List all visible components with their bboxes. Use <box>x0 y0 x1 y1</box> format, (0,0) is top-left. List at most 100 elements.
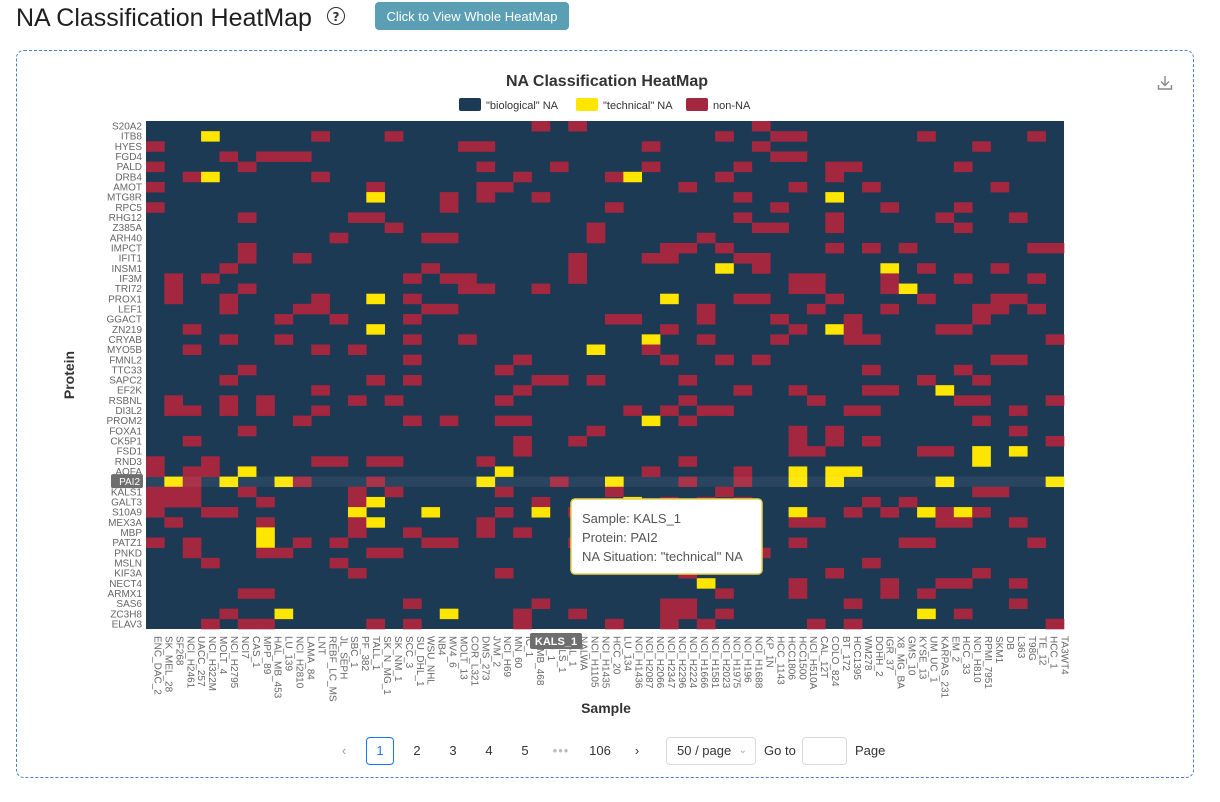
heatmap-cell <box>953 273 973 284</box>
heatmap-cell <box>1008 578 1028 589</box>
heatmap-cell <box>862 435 881 447</box>
heatmap-cell <box>641 253 661 264</box>
heatmap-cell <box>825 466 844 477</box>
heatmap-cell <box>972 141 991 152</box>
heatmap-cell <box>182 547 202 559</box>
heatmap-cell <box>862 364 881 376</box>
x-tick-label: KARPAS_231 <box>938 636 949 699</box>
heatmap-cell <box>935 507 955 518</box>
heatmap-cell <box>660 242 679 254</box>
heatmap-cell <box>898 283 918 295</box>
x-tick-label: NCI_H2795 <box>228 636 239 689</box>
heatmap-cell <box>715 131 734 142</box>
heatmap-cell <box>256 517 275 528</box>
heatmap-cell <box>953 202 973 213</box>
page-size-value: 50 / page <box>677 743 732 758</box>
heatmap-cell <box>733 253 753 264</box>
heatmap-cell <box>237 466 257 477</box>
heatmap-cell <box>733 466 753 477</box>
view-whole-heatmap-button[interactable]: Click to View Whole HeatMap <box>375 2 569 30</box>
heatmap-cell <box>990 263 1010 274</box>
heatmap-cell <box>568 608 587 620</box>
heatmap-cell <box>660 598 679 609</box>
page-3-button[interactable]: 3 <box>449 743 457 758</box>
x-tick-label: WSU_NHL <box>425 636 436 685</box>
pagination-ellipsis[interactable]: ••• <box>552 743 570 758</box>
chevron-left-icon[interactable]: ‹ <box>341 743 347 758</box>
heatmap-cell <box>715 588 734 599</box>
heatmap-cell <box>696 334 716 345</box>
heatmap-cell <box>990 354 1010 366</box>
x-tick-label: NCI_H1581 <box>709 636 720 689</box>
heatmap-cell <box>898 496 918 508</box>
heatmap-cell <box>660 354 679 366</box>
heatmap-cell <box>219 507 239 518</box>
x-tick-label: NCI_H2347 <box>665 636 676 689</box>
question-circle-icon[interactable]: ? <box>327 7 345 25</box>
heatmap-cell <box>935 517 955 528</box>
heatmap-cell <box>513 608 532 620</box>
page-size-select[interactable]: 50 / page ⌄ <box>666 737 756 765</box>
heatmap-cell <box>531 375 551 386</box>
heatmap-cell <box>880 507 900 518</box>
row-label: PROX1 <box>108 294 142 305</box>
heatmap-cell <box>164 476 184 488</box>
x-tick-label: DOHH_2 <box>873 636 884 677</box>
goto-page-input[interactable] <box>802 737 847 765</box>
heatmap-cell <box>476 527 496 538</box>
heatmap-cell <box>219 405 239 416</box>
x-tick-label: NCI_H196 <box>742 636 753 683</box>
heatmap-cell <box>182 486 202 498</box>
heatmap-cell <box>623 314 643 325</box>
heatmap-cell <box>256 405 275 416</box>
heatmap-cell <box>182 171 202 183</box>
heatmap-cell <box>843 324 863 335</box>
x-tick-label: COLO_824 <box>829 636 840 687</box>
x-tick-label: CAL_12T <box>818 636 829 678</box>
heatmap-cell <box>201 456 220 467</box>
heatmap-cell <box>458 141 477 152</box>
heatmap-cell <box>586 222 606 234</box>
heatmap-cell <box>439 537 459 549</box>
chart-title: NA Classification HeatMap <box>506 73 708 90</box>
heatmap-cell <box>788 578 808 589</box>
heatmap-cell <box>1027 303 1046 315</box>
chevron-right-icon[interactable]: › <box>634 743 640 758</box>
heatmap-cell <box>458 273 477 284</box>
page-5-button[interactable]: 5 <box>521 743 529 758</box>
page-2-button[interactable]: 2 <box>413 743 421 758</box>
tooltip-line: Protein: PAI2 <box>582 530 658 545</box>
heatmap-cell <box>678 608 698 620</box>
x-tick-label: UACC_257 <box>195 636 206 687</box>
heatmap-cell <box>494 466 514 477</box>
heatmap-cell <box>843 598 863 609</box>
heatmap-cell <box>494 415 514 427</box>
page-1-button[interactable]: 1 <box>366 737 394 765</box>
heatmap-cell <box>788 425 808 437</box>
heatmap-cell <box>439 273 459 284</box>
heatmap-cell <box>274 608 294 620</box>
heatmap-cell <box>182 476 202 488</box>
heatmap-cell <box>384 547 404 559</box>
heatmap-cell <box>182 496 202 508</box>
heatmap-cell <box>586 425 606 437</box>
heatmap-cell <box>164 273 184 284</box>
heatmap-cell <box>201 273 220 284</box>
x-label-highlight: KALS_1 <box>535 636 577 648</box>
heatmap-cell <box>403 527 422 538</box>
heatmap-cell <box>733 476 753 488</box>
x-tick-label: BT_172 <box>840 636 851 671</box>
chevron-down-icon: ⌄ <box>738 745 747 756</box>
heatmap-cell <box>219 151 239 162</box>
heatmap-cell <box>274 314 294 325</box>
heatmap-cell <box>201 131 220 142</box>
download-icon[interactable] <box>1156 74 1174 92</box>
heatmap-cell <box>623 405 643 416</box>
page-4-button[interactable]: 4 <box>485 743 493 758</box>
heatmap-cell <box>953 161 973 173</box>
heatmap-cell <box>1008 425 1028 437</box>
heatmap-cell <box>513 354 532 366</box>
heatmap-cell <box>513 446 532 457</box>
page-last-button[interactable]: 106 <box>589 743 611 758</box>
tooltip-line: NA Situation: "technical" NA <box>582 549 743 564</box>
